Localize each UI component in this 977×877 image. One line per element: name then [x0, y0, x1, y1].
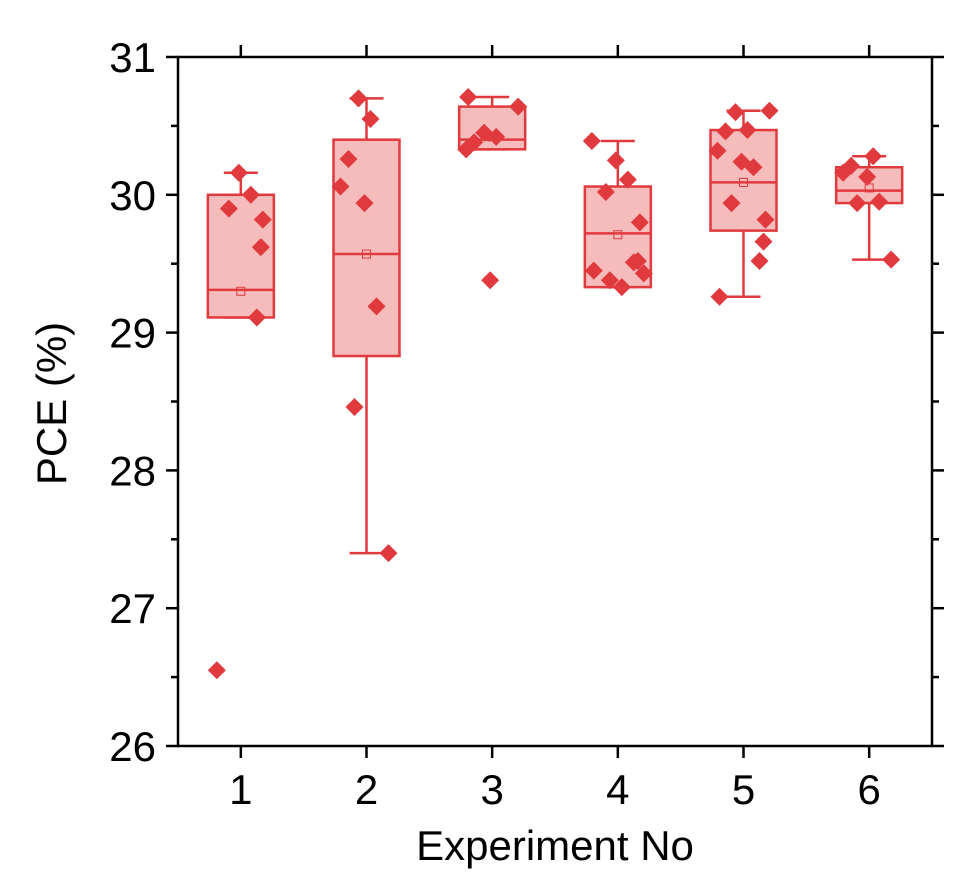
data-point — [870, 192, 889, 211]
data-point — [710, 287, 729, 306]
data-point — [253, 210, 272, 229]
data-point — [465, 133, 484, 152]
ticks-layer: 26 27 28 29 30 31 1 2 3 4 5 6 — [109, 34, 944, 813]
y-tick-label: 27 — [109, 585, 156, 632]
data-point — [355, 194, 374, 213]
x-tick-label: 6 — [857, 766, 880, 813]
data-point — [726, 103, 745, 122]
data-point — [219, 199, 238, 218]
data-point — [475, 123, 494, 142]
data-point — [864, 147, 883, 166]
data-point — [229, 163, 248, 182]
data-point — [584, 261, 603, 280]
plot-frame — [176, 55, 934, 748]
mean-marker — [864, 183, 874, 193]
box-iqr — [457, 105, 527, 151]
data-point — [349, 89, 368, 108]
x-tick-label: 4 — [606, 766, 629, 813]
data-point — [241, 185, 260, 204]
data-point — [756, 210, 775, 229]
data-point — [596, 183, 615, 202]
data-point — [509, 97, 528, 116]
data-point — [487, 127, 506, 146]
data-point — [481, 271, 500, 290]
data-point — [367, 297, 386, 316]
data-point — [459, 87, 478, 106]
data-point — [708, 141, 727, 160]
x-tick-label: 2 — [355, 766, 378, 813]
x-tick-label: 3 — [480, 766, 503, 813]
data-point — [738, 121, 757, 140]
mean-marker — [236, 286, 246, 296]
y-tick-label: 26 — [109, 723, 156, 770]
data-point — [618, 170, 637, 189]
data-point — [600, 271, 619, 290]
y-axis-label: PCE (%) — [28, 322, 75, 485]
data-point — [716, 122, 735, 141]
box-group-5 — [709, 109, 778, 299]
data-point — [858, 167, 877, 186]
data-point — [247, 308, 266, 327]
x-axis-label: Experiment No — [416, 822, 694, 869]
data-point — [848, 194, 867, 213]
data-point — [842, 156, 861, 175]
x-tick-label: 5 — [732, 766, 755, 813]
data-point — [606, 151, 625, 170]
data-point — [251, 238, 270, 257]
data-point — [732, 152, 751, 171]
boxes-layer — [206, 95, 904, 555]
data-point — [207, 661, 226, 680]
data-point — [882, 250, 901, 269]
box-iqr — [332, 138, 401, 358]
y-tick-label: 28 — [109, 447, 156, 494]
data-point — [339, 149, 358, 168]
data-point — [760, 101, 779, 120]
data-point — [754, 232, 773, 251]
data-point — [379, 544, 398, 563]
data-point — [361, 110, 380, 129]
y-tick-label: 30 — [109, 172, 156, 219]
data-point — [582, 132, 601, 151]
mean-marker — [739, 177, 748, 187]
data-point — [612, 278, 631, 297]
data-point — [722, 194, 741, 213]
x-tick-label: 1 — [229, 766, 252, 813]
data-point — [345, 398, 364, 417]
mean-marker — [613, 230, 623, 240]
data-point — [750, 251, 769, 270]
box-group-3 — [457, 95, 527, 151]
mean-marker — [362, 249, 371, 259]
data-point — [630, 213, 649, 232]
data-point — [634, 264, 653, 283]
box-group-2 — [332, 97, 401, 555]
y-tick-label: 31 — [109, 34, 156, 81]
data-point — [331, 177, 350, 196]
data-point — [628, 251, 647, 270]
y-tick-label: 29 — [109, 310, 156, 357]
points-layer — [207, 87, 901, 680]
